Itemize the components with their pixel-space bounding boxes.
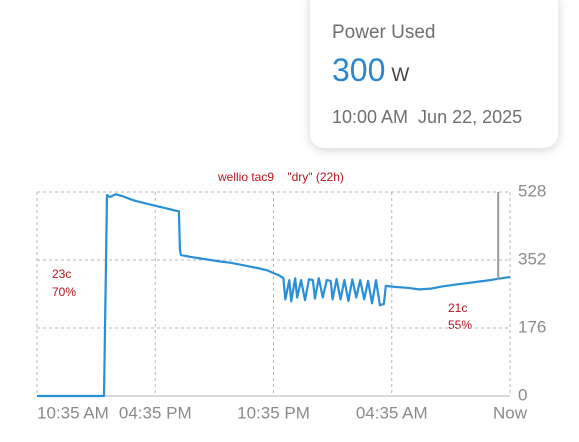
annotation: 70% xyxy=(52,285,76,299)
tooltip-unit: W xyxy=(391,65,410,86)
y-tick-label: 176 xyxy=(518,317,546,336)
y-tick-label: 352 xyxy=(518,249,546,268)
series-line xyxy=(37,193,511,398)
y-tick-label: 0 xyxy=(518,385,527,404)
x-tick-label: 04:35 PM xyxy=(119,403,192,422)
y-tick-label: 528 xyxy=(518,181,546,200)
annotation: 23c xyxy=(52,267,71,281)
annotation: 21c xyxy=(448,301,467,315)
x-tick-label: 10:35 PM xyxy=(237,403,310,422)
tooltip-value: 300 xyxy=(332,52,386,88)
x-tick-label: Now xyxy=(493,403,528,422)
tooltip-title: Power Used xyxy=(332,22,436,43)
tooltip-card: Power Used 300 W 10:00 AM Jun 22, 2025 xyxy=(310,0,558,148)
x-tick-label: 10:35 AM xyxy=(37,403,109,422)
tooltip-value-row: 300 W xyxy=(332,52,409,89)
chart-title: wellio tac9 "dry" (22h) xyxy=(217,170,344,184)
x-tick-label: 04:35 AM xyxy=(356,403,428,422)
tooltip-time: 10:00 AM Jun 22, 2025 xyxy=(332,107,523,127)
annotation: 55% xyxy=(448,318,472,332)
